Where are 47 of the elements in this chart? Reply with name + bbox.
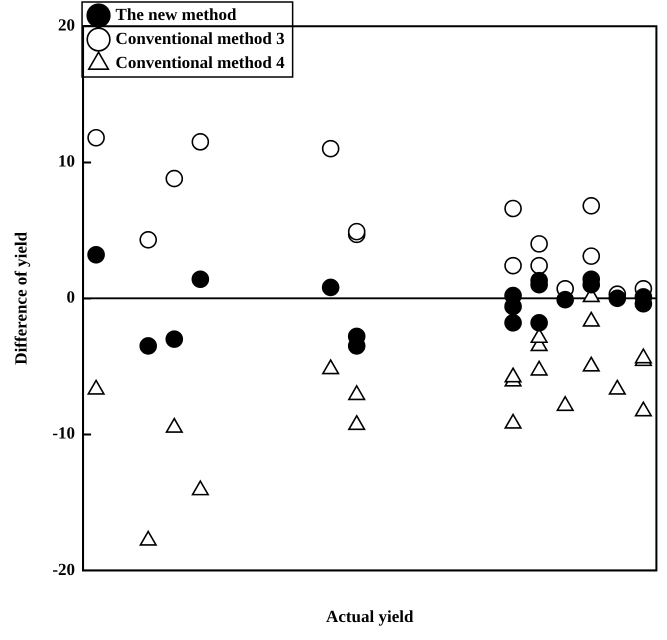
point xyxy=(608,380,626,395)
point xyxy=(582,312,600,327)
point xyxy=(556,396,574,412)
y-tick-label: 0 xyxy=(66,288,76,307)
point xyxy=(530,360,548,376)
legend-label: The new method xyxy=(116,4,237,24)
y-tick-label: -20 xyxy=(52,560,76,579)
y-tick-label: -10 xyxy=(52,424,76,443)
point xyxy=(504,414,522,429)
point xyxy=(322,140,340,158)
point xyxy=(348,385,366,400)
legend-label: Conventional method 3 xyxy=(116,28,285,48)
point xyxy=(166,418,183,433)
point xyxy=(504,256,522,274)
point xyxy=(530,235,548,253)
point xyxy=(139,231,158,249)
point xyxy=(322,278,340,296)
point xyxy=(530,314,548,332)
point xyxy=(504,200,522,218)
y-tick-label: 10 xyxy=(58,152,76,171)
point xyxy=(608,290,626,308)
x-axis-title: Actual yield xyxy=(326,607,414,626)
point xyxy=(322,359,340,374)
point xyxy=(504,314,522,332)
point xyxy=(192,270,210,288)
y-tick-label: 20 xyxy=(58,16,76,35)
point xyxy=(165,170,184,188)
point xyxy=(88,380,105,395)
point xyxy=(192,480,209,496)
point xyxy=(582,356,600,372)
point xyxy=(582,196,600,215)
point xyxy=(556,290,574,308)
point xyxy=(87,128,105,147)
point xyxy=(348,415,366,430)
point xyxy=(582,247,600,265)
y-axis-title: Difference of yield xyxy=(12,231,31,365)
point xyxy=(348,222,366,240)
point xyxy=(140,530,157,546)
point xyxy=(87,246,105,264)
point xyxy=(634,348,652,364)
legend-label: Conventional method 4 xyxy=(116,52,286,72)
point xyxy=(504,367,522,383)
point xyxy=(530,256,548,274)
point xyxy=(165,330,184,348)
point xyxy=(634,401,652,417)
point xyxy=(139,337,158,355)
point xyxy=(192,133,210,151)
